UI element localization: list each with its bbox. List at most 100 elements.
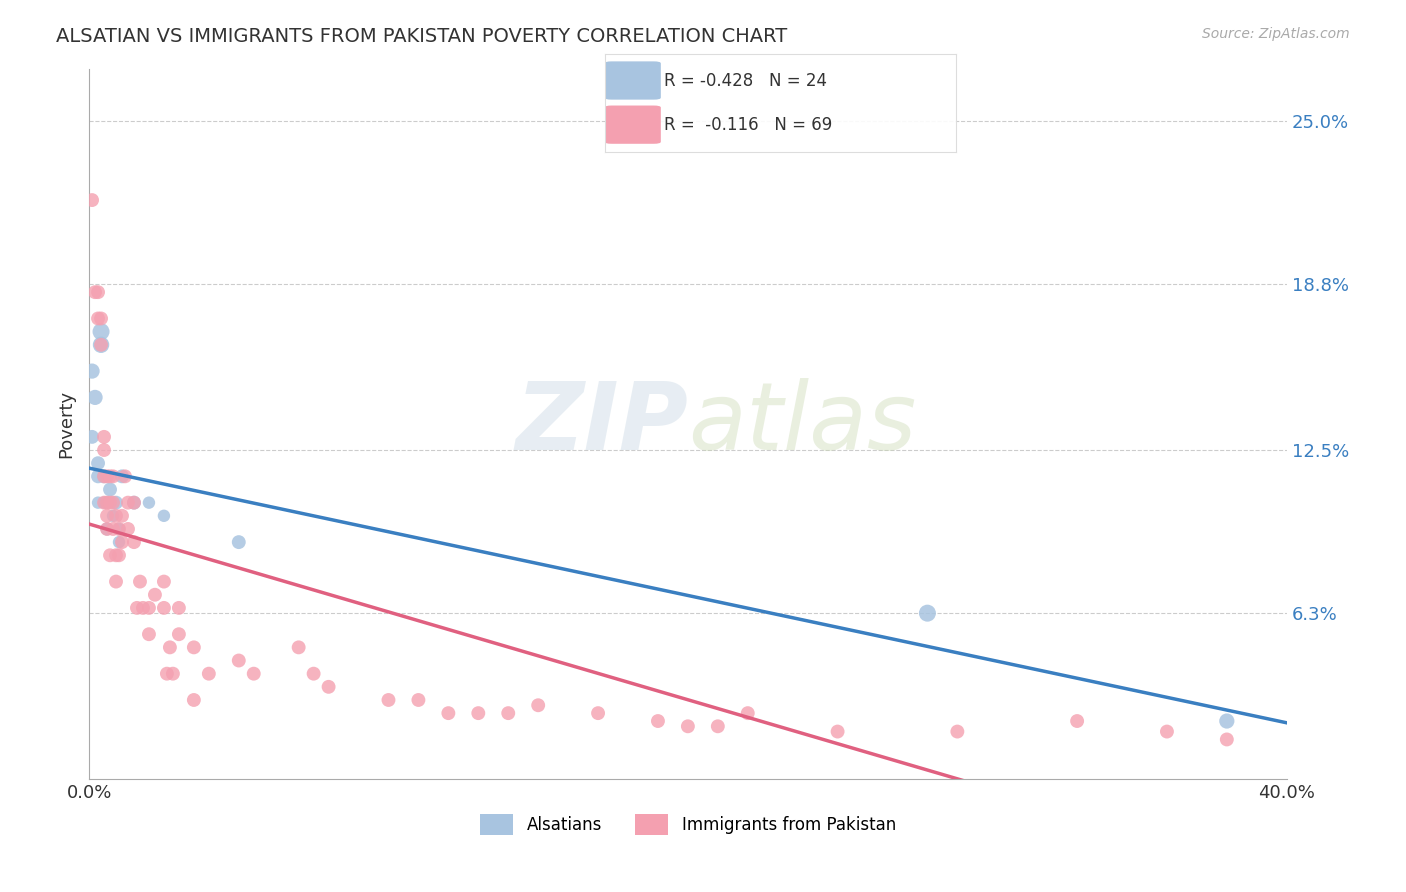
Point bbox=[96, 496, 118, 510]
Point bbox=[98, 483, 121, 497]
Point bbox=[111, 535, 134, 549]
Point bbox=[87, 496, 110, 510]
Point bbox=[90, 338, 112, 352]
Point bbox=[159, 640, 181, 655]
Point bbox=[117, 522, 139, 536]
Point bbox=[101, 469, 124, 483]
Point bbox=[228, 653, 250, 667]
Point bbox=[87, 285, 110, 300]
Point bbox=[1066, 714, 1088, 728]
Point bbox=[105, 508, 128, 523]
Point bbox=[153, 600, 176, 615]
Point bbox=[108, 535, 131, 549]
Point bbox=[138, 496, 160, 510]
Text: R =  -0.116   N = 69: R = -0.116 N = 69 bbox=[665, 116, 832, 134]
Text: R = -0.428   N = 24: R = -0.428 N = 24 bbox=[665, 72, 827, 90]
Point bbox=[167, 627, 190, 641]
Point bbox=[408, 693, 430, 707]
Point bbox=[105, 549, 128, 563]
Point bbox=[138, 627, 160, 641]
Point bbox=[138, 600, 160, 615]
Point bbox=[111, 469, 134, 483]
Point bbox=[80, 364, 103, 378]
Point bbox=[242, 666, 264, 681]
Point bbox=[84, 391, 107, 405]
Point bbox=[946, 724, 969, 739]
Point bbox=[90, 311, 112, 326]
Point bbox=[108, 549, 131, 563]
Point bbox=[183, 640, 205, 655]
Point bbox=[93, 443, 115, 458]
Point bbox=[125, 600, 148, 615]
FancyBboxPatch shape bbox=[605, 62, 661, 100]
Point bbox=[108, 522, 131, 536]
Point bbox=[437, 706, 460, 720]
Point bbox=[1216, 714, 1239, 728]
Point bbox=[707, 719, 730, 733]
Point bbox=[917, 606, 939, 620]
Point bbox=[105, 574, 128, 589]
Point bbox=[98, 469, 121, 483]
Point bbox=[87, 469, 110, 483]
Point bbox=[98, 549, 121, 563]
Point bbox=[153, 508, 176, 523]
Point bbox=[111, 508, 134, 523]
Point bbox=[96, 469, 118, 483]
Point bbox=[90, 325, 112, 339]
Point bbox=[1216, 732, 1239, 747]
Point bbox=[101, 496, 124, 510]
Point bbox=[117, 496, 139, 510]
Text: atlas: atlas bbox=[688, 378, 917, 469]
Point bbox=[87, 311, 110, 326]
Point bbox=[122, 496, 145, 510]
Point bbox=[93, 496, 115, 510]
Point bbox=[80, 193, 103, 207]
Point bbox=[93, 496, 115, 510]
Point bbox=[287, 640, 309, 655]
Point bbox=[93, 469, 115, 483]
Point bbox=[153, 574, 176, 589]
Point bbox=[96, 496, 118, 510]
Y-axis label: Poverty: Poverty bbox=[58, 390, 75, 458]
Text: ALSATIAN VS IMMIGRANTS FROM PAKISTAN POVERTY CORRELATION CHART: ALSATIAN VS IMMIGRANTS FROM PAKISTAN POV… bbox=[56, 27, 787, 45]
Point bbox=[114, 469, 136, 483]
Point bbox=[96, 522, 118, 536]
Point bbox=[737, 706, 759, 720]
Point bbox=[162, 666, 184, 681]
Point bbox=[105, 496, 128, 510]
Point bbox=[198, 666, 221, 681]
Point bbox=[167, 600, 190, 615]
Point bbox=[96, 508, 118, 523]
Point bbox=[84, 285, 107, 300]
Point bbox=[93, 430, 115, 444]
Point bbox=[183, 693, 205, 707]
Point bbox=[467, 706, 489, 720]
Point bbox=[228, 535, 250, 549]
Point bbox=[676, 719, 699, 733]
Point bbox=[96, 522, 118, 536]
Point bbox=[98, 496, 121, 510]
Point bbox=[156, 666, 179, 681]
Point bbox=[101, 522, 124, 536]
Legend: Alsatians, Immigrants from Pakistan: Alsatians, Immigrants from Pakistan bbox=[479, 814, 896, 835]
Point bbox=[496, 706, 519, 720]
Point bbox=[527, 698, 550, 713]
Point bbox=[647, 714, 669, 728]
Point bbox=[143, 588, 166, 602]
FancyBboxPatch shape bbox=[605, 105, 661, 144]
Point bbox=[80, 430, 103, 444]
Point bbox=[101, 508, 124, 523]
Text: ZIP: ZIP bbox=[515, 377, 688, 470]
Point bbox=[90, 338, 112, 352]
Point bbox=[377, 693, 399, 707]
Point bbox=[586, 706, 609, 720]
Point bbox=[1156, 724, 1178, 739]
Point bbox=[122, 535, 145, 549]
Point bbox=[87, 456, 110, 470]
Point bbox=[318, 680, 340, 694]
Point bbox=[827, 724, 849, 739]
Point bbox=[132, 600, 155, 615]
Text: Source: ZipAtlas.com: Source: ZipAtlas.com bbox=[1202, 27, 1350, 41]
Point bbox=[302, 666, 325, 681]
Point bbox=[129, 574, 152, 589]
